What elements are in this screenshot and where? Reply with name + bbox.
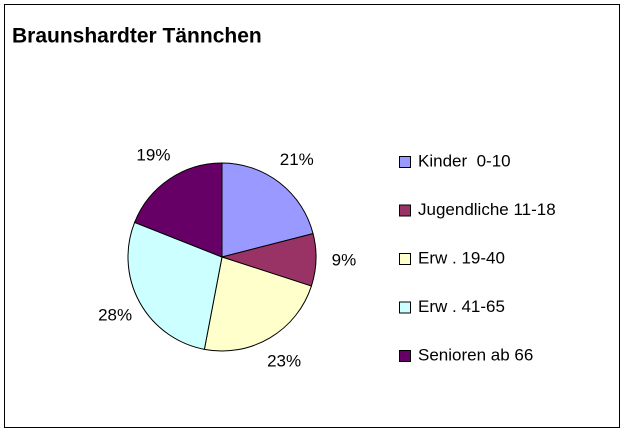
pie-slice [133, 162, 223, 258]
legend-label: Erw . 41-65 [418, 297, 505, 316]
data-label: 9% [332, 250, 357, 269]
pie-slice [221, 162, 314, 258]
legend-label: Jugendliche 11-18 [418, 200, 556, 219]
legend-swatch [399, 253, 411, 265]
legend-label: Kinder 0-10 [418, 151, 511, 170]
legend-swatch [399, 156, 411, 168]
data-label: 19% [136, 146, 170, 165]
data-label: 28% [98, 305, 132, 324]
pie-slice [203, 256, 313, 352]
chart-frame [4, 4, 620, 428]
data-label: 21% [280, 150, 314, 169]
pie-slice [127, 221, 223, 350]
legend-label: Erw . 19-40 [418, 248, 505, 267]
legend-swatch [399, 301, 411, 314]
legend-swatch [399, 350, 411, 362]
chart-title: Braunshardter Tännchen [12, 25, 262, 48]
legend-label: Senioren ab 66 [418, 345, 533, 364]
legend-swatch [399, 204, 411, 217]
data-label: 23% [267, 351, 301, 370]
